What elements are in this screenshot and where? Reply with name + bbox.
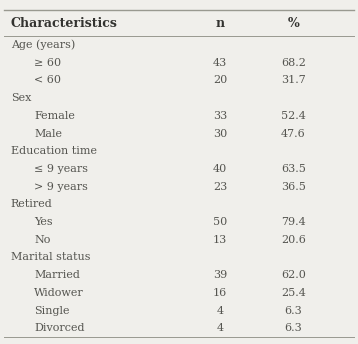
Text: 36.5: 36.5: [281, 182, 306, 192]
Text: 4: 4: [217, 323, 224, 333]
Text: 23: 23: [213, 182, 227, 192]
Text: Characteristics: Characteristics: [11, 17, 118, 30]
Text: 13: 13: [213, 235, 227, 245]
Text: 20.6: 20.6: [281, 235, 306, 245]
Text: No: No: [34, 235, 50, 245]
Text: 31.7: 31.7: [281, 75, 306, 85]
Text: 20: 20: [213, 75, 227, 85]
Text: 68.2: 68.2: [281, 58, 306, 68]
Text: Age (years): Age (years): [11, 40, 75, 50]
Text: 6.3: 6.3: [285, 305, 303, 315]
Text: 6.3: 6.3: [285, 323, 303, 333]
Text: 33: 33: [213, 111, 227, 121]
Text: ≥ 60: ≥ 60: [34, 58, 61, 68]
Text: 39: 39: [213, 270, 227, 280]
Text: 4: 4: [217, 305, 224, 315]
Text: Female: Female: [34, 111, 75, 121]
Text: 79.4: 79.4: [281, 217, 306, 227]
Text: 52.4: 52.4: [281, 111, 306, 121]
Text: Single: Single: [34, 305, 69, 315]
Text: %: %: [288, 17, 299, 30]
Text: 16: 16: [213, 288, 227, 298]
Text: Sex: Sex: [11, 93, 31, 103]
Text: < 60: < 60: [34, 75, 61, 85]
Text: 40: 40: [213, 164, 227, 174]
Text: Divorced: Divorced: [34, 323, 84, 333]
Text: 62.0: 62.0: [281, 270, 306, 280]
Text: 63.5: 63.5: [281, 164, 306, 174]
Text: 47.6: 47.6: [281, 129, 306, 139]
Text: ≤ 9 years: ≤ 9 years: [34, 164, 88, 174]
Text: 43: 43: [213, 58, 227, 68]
Text: Married: Married: [34, 270, 80, 280]
Text: > 9 years: > 9 years: [34, 182, 88, 192]
Text: Education time: Education time: [11, 146, 97, 156]
Text: Male: Male: [34, 129, 62, 139]
Text: Marital status: Marital status: [11, 252, 90, 262]
Text: Yes: Yes: [34, 217, 53, 227]
Text: 25.4: 25.4: [281, 288, 306, 298]
Text: 50: 50: [213, 217, 227, 227]
Text: Widower: Widower: [34, 288, 84, 298]
Text: n: n: [216, 17, 225, 30]
Text: 30: 30: [213, 129, 227, 139]
Text: Retired: Retired: [11, 199, 53, 209]
